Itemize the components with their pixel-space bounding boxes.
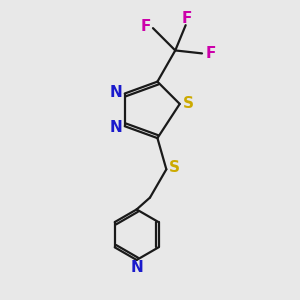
Text: S: S xyxy=(182,96,194,111)
Text: S: S xyxy=(169,160,180,175)
Text: N: N xyxy=(110,85,123,100)
Text: N: N xyxy=(110,120,123,135)
Text: N: N xyxy=(130,260,143,275)
Text: F: F xyxy=(205,46,215,61)
Text: F: F xyxy=(140,19,151,34)
Text: F: F xyxy=(182,11,192,26)
